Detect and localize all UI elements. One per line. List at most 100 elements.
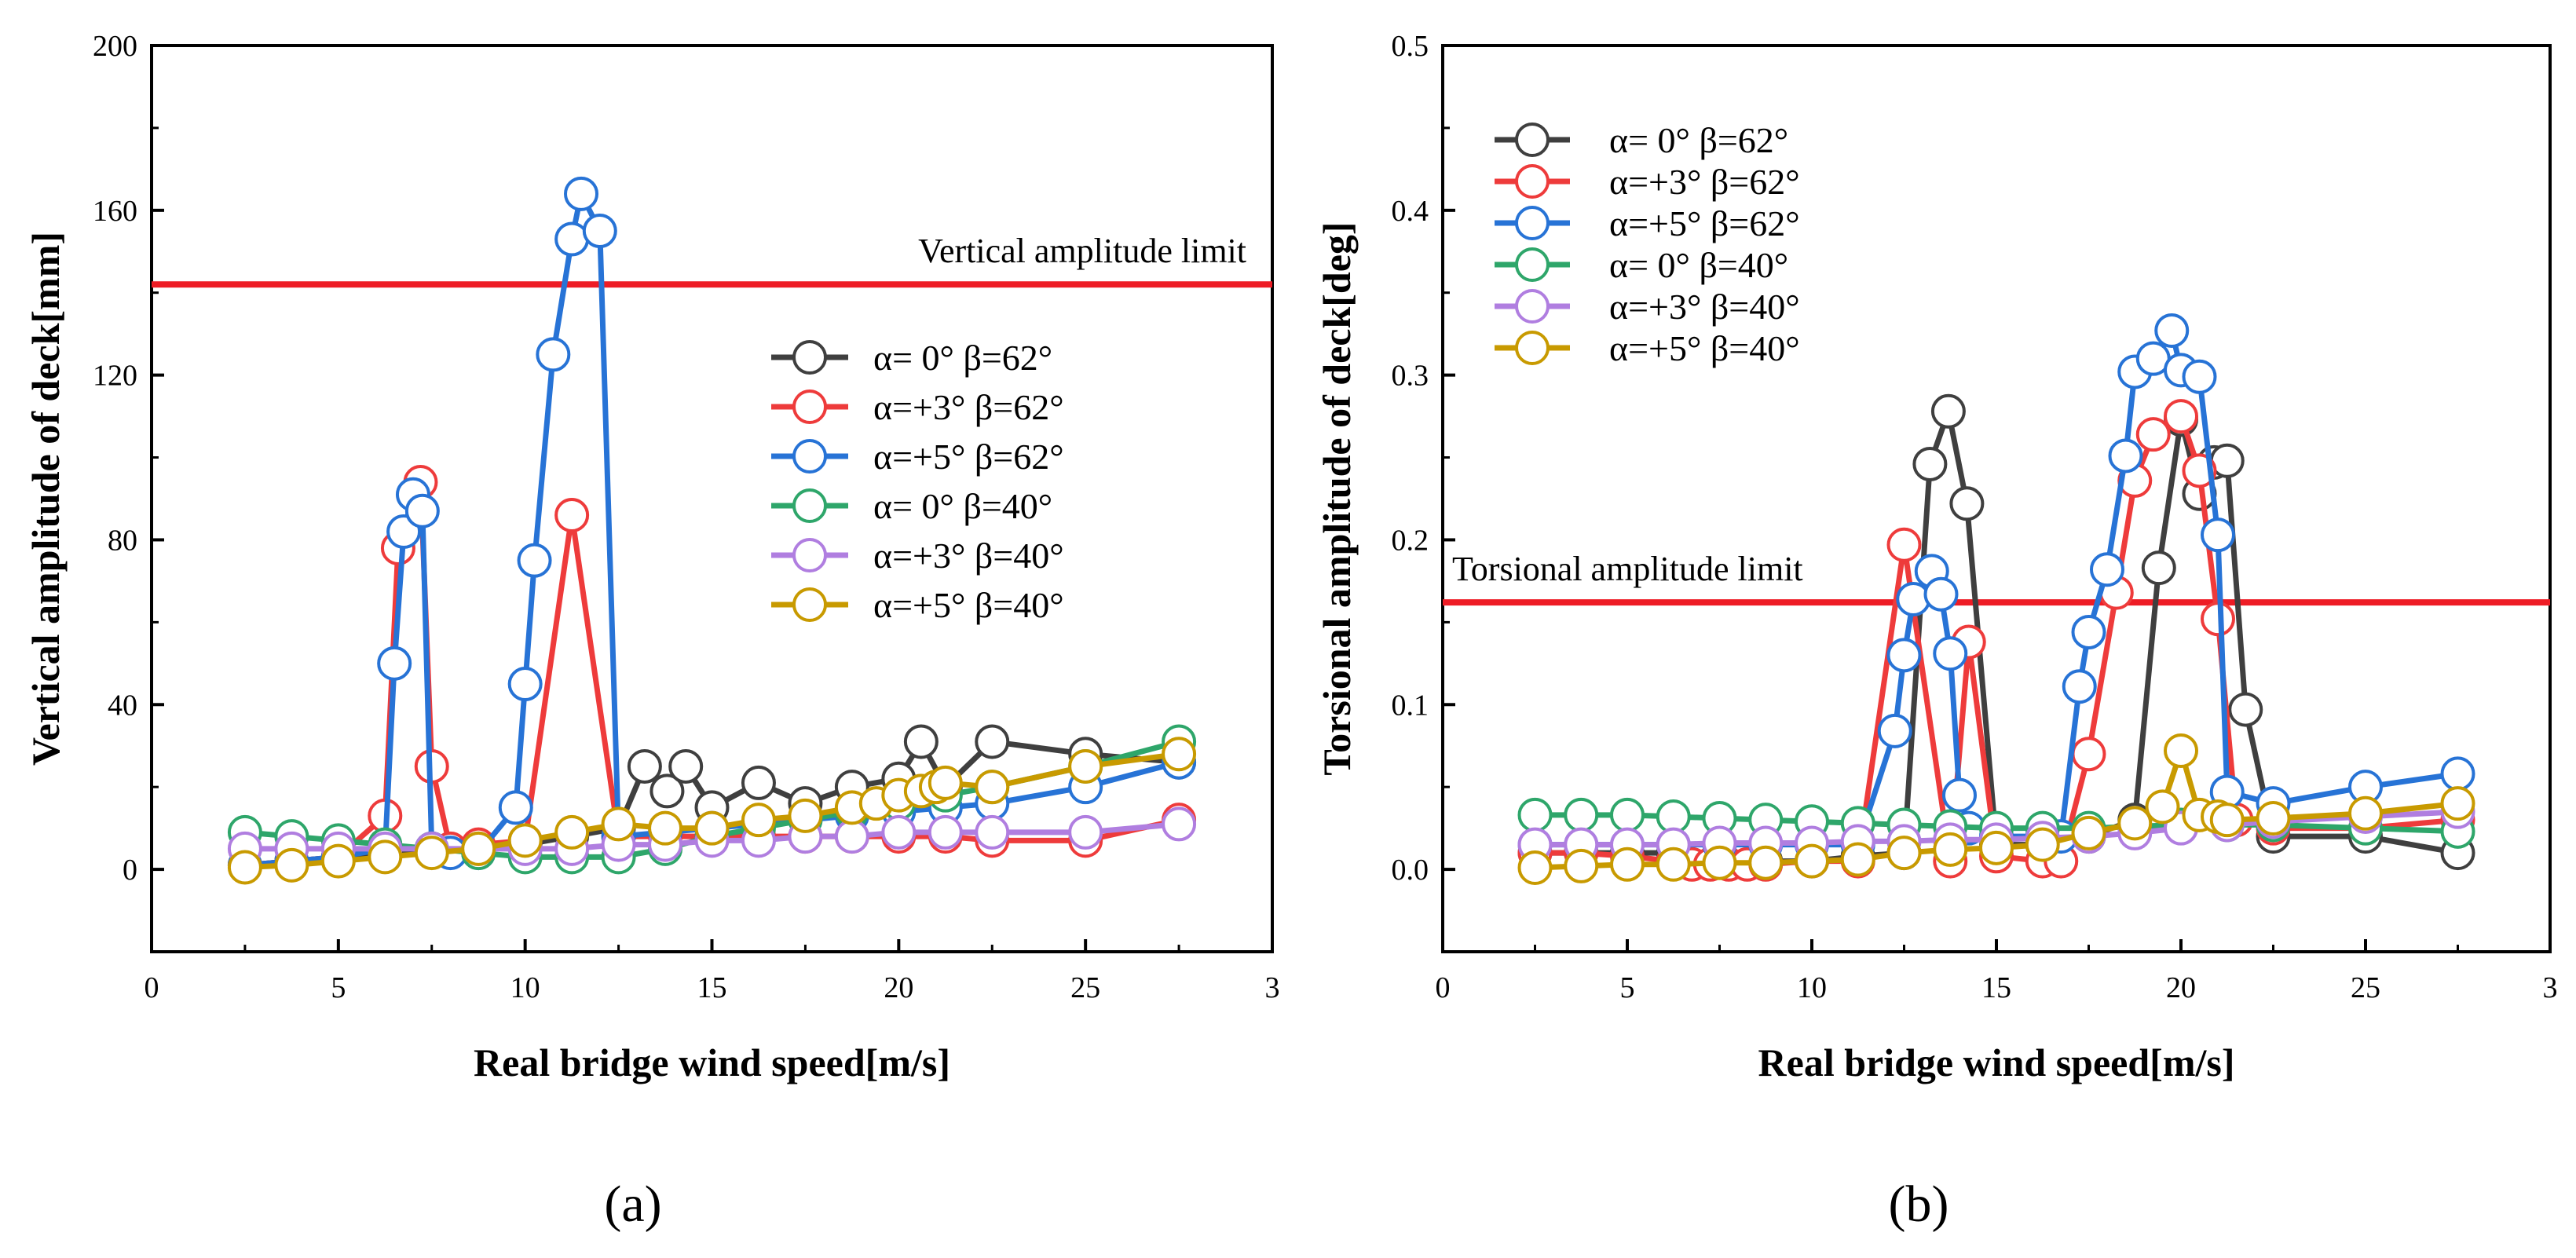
data-point-marker [1886,527,1922,562]
x-tick-label: 20 [884,971,913,1004]
legend-item: α=+5° β=40° [771,585,1064,625]
x-tick-label: 15 [1981,971,2011,1004]
x-tick-label: 25 [1070,971,1100,1004]
legend: α= 0° β=62°α=+3° β=62°α=+5° β=62°α= 0° β… [1495,120,1800,368]
legend-label: α=+3° β=62° [1609,162,1800,202]
data-point-marker [2141,550,2176,586]
data-point-marker [1068,814,1103,850]
data-point-marker [554,814,590,850]
data-point-marker [461,831,496,866]
data-point-marker [1930,393,1966,429]
data-point-marker [1702,845,1737,880]
data-point-marker [2201,517,2235,553]
x-tick-label: 10 [1797,971,1827,1004]
data-point-marker [649,773,685,809]
data-point-marker [627,748,662,784]
x-tick-label: 0 [1436,971,1451,1004]
data-point-marker [2440,756,2475,792]
data-point-marker [694,810,730,846]
legend-item: α= 0° β=40° [771,486,1052,526]
data-point-marker [881,814,917,850]
data-point-marker [320,843,356,879]
legend-label: α= 0° β=62° [873,338,1052,378]
data-point-marker [1933,832,1968,867]
data-point-marker [2025,827,2060,862]
legend-item: α=+3° β=62° [771,387,1064,427]
data-point-marker [975,724,1010,759]
legend-item: α=+5° β=40° [1495,328,1800,368]
data-point-marker [1877,713,1912,748]
legend-label: α= 0° β=62° [1609,120,1788,160]
amplitude-limit-label: Vertical amplitude limit [918,232,1246,270]
data-point-marker [1886,836,1922,871]
data-point-marker [2062,669,2097,704]
data-point-marker [507,823,543,858]
data-point-marker [227,850,262,885]
x-tick-label: 5 [331,971,346,1004]
x-tick-label: 0 [145,971,159,1004]
x-axis-label: Real bridge wind speed[m/s] [1758,1040,2235,1084]
data-point-marker [536,337,571,372]
data-point-marker [788,798,823,833]
legend-marker [1515,206,1550,240]
y-tick-label: 200 [93,30,137,63]
data-point-marker [1068,748,1103,784]
y-tick-label: 0.1 [1392,689,1429,722]
data-point-marker [975,770,1010,805]
y-tick-label: 40 [108,689,137,722]
data-point-marker [2090,552,2124,587]
data-point-marker [2154,313,2190,348]
legend-marker [792,538,827,572]
data-point-marker [741,803,776,838]
data-point-marker [1564,797,1599,832]
data-point-marker [1564,848,1599,883]
legend-marker [1515,123,1550,157]
legend: α= 0° β=62° α=+3° β=62° α=+5° β=62° α= 0° β… [771,338,1064,625]
legend-label: α=+3° β=40° [1609,287,1800,327]
legend-marker [1515,164,1550,199]
legend-item: α=+3° β=62° [1495,162,1800,202]
legend-item: α=+5° β=62° [771,437,1064,477]
y-axis-label: Torsional amplitude of deck[deg] [1315,221,1359,775]
y-tick-label: 0.3 [1392,360,1429,393]
legend-label: α=+3° β=40° [873,536,1064,576]
data-point-marker [1748,845,1784,880]
legend-label: α=+3° β=62° [873,387,1064,427]
data-point-marker [1517,850,1553,885]
x-tick-label: 25 [2351,971,2380,1004]
data-point-marker [668,748,704,784]
data-point-marker [2440,786,2475,821]
x-tick-label: 3 [2543,971,2558,1004]
data-point-marker [1610,847,1645,882]
data-point-marker [1517,797,1553,832]
amplitude-limit-label: Torsional amplitude limit [1452,550,1803,588]
legend-label: α=+5° β=62° [873,437,1064,477]
legend-marker [1515,247,1550,282]
legend-item: α= 0° β=40° [1495,245,1788,285]
data-point-marker [1656,847,1691,882]
data-point-marker [601,806,636,842]
data-point-marker [368,839,403,875]
data-point-marker [2071,737,2106,772]
data-point-marker [498,790,533,825]
panel-caption: (b) [1889,1176,1949,1233]
data-point-marker [517,543,552,578]
legend-marker [792,587,827,622]
data-point-marker [928,765,963,800]
data-point-marker [377,645,412,681]
y-tick-label: 0.5 [1392,30,1429,63]
legend-marker [792,389,827,424]
data-point-marker [1795,843,1829,879]
legend-item: α=+5° β=62° [1495,203,1800,243]
data-point-marker [1840,842,1875,877]
legend-label: α=+5° β=40° [873,585,1064,625]
data-point-marker [1923,576,1959,612]
legend-marker [1515,331,1550,365]
data-point-marker [2348,795,2383,831]
data-point-marker [1933,636,1968,671]
data-point-marker [414,836,449,871]
data-point-marker [903,724,939,759]
legend-item: α= 0° β=62° [771,338,1052,378]
legend-marker [1515,289,1550,324]
data-point-marker [2256,801,2291,836]
